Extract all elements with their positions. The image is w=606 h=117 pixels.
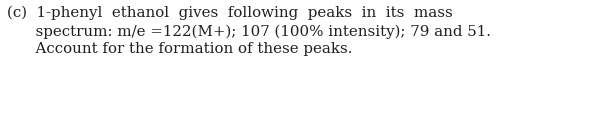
Text: (c)  1-phenyl  ethanol  gives  following  peaks  in  its  mass
      spectrum: m: (c) 1-phenyl ethanol gives following pea… bbox=[7, 6, 491, 57]
